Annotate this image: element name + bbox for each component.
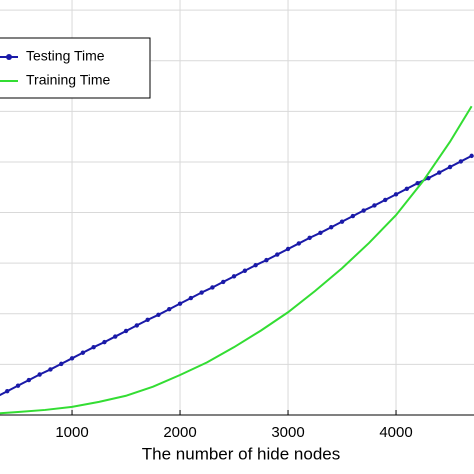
point [264, 257, 269, 263]
point [113, 334, 118, 339]
point [447, 164, 453, 170]
point [177, 301, 183, 306]
legend-label: Testing Time [26, 48, 105, 64]
point [458, 159, 464, 164]
point [37, 372, 42, 377]
x-tick-label: 2000 [163, 424, 196, 441]
point [210, 285, 215, 290]
point [307, 235, 312, 241]
point [339, 219, 345, 224]
legend-label: Training Time [26, 72, 111, 88]
point [296, 241, 302, 246]
point [372, 203, 377, 208]
point [91, 344, 96, 350]
point [361, 208, 366, 213]
point [231, 274, 237, 279]
point [69, 356, 75, 361]
plot-area [0, 105, 474, 415]
point [415, 181, 420, 186]
point [285, 246, 291, 252]
point [199, 290, 204, 295]
point [26, 377, 32, 383]
legend-box [0, 37, 151, 99]
point [383, 197, 388, 203]
point [318, 230, 323, 236]
point [5, 389, 10, 394]
point [167, 307, 172, 312]
point [80, 350, 86, 355]
series-line [0, 105, 473, 415]
point [156, 312, 161, 317]
point [329, 225, 334, 230]
point [123, 328, 129, 334]
x-tick-label: 4000 [379, 424, 412, 441]
point [188, 295, 194, 301]
point [469, 153, 474, 159]
point [404, 186, 410, 191]
point [275, 252, 280, 257]
x-tick-label: 3000 [271, 424, 304, 441]
point [145, 317, 150, 323]
legend: Testing Time Training Time [0, 37, 151, 99]
point [393, 192, 399, 197]
point [134, 323, 140, 328]
point [426, 175, 431, 181]
point [242, 268, 248, 273]
point [102, 339, 107, 345]
point [48, 367, 53, 372]
point [15, 383, 21, 388]
x-axis-label: The number of hide nodes [142, 444, 340, 463]
legend-marker [6, 54, 12, 60]
point [437, 170, 442, 175]
point [221, 279, 226, 285]
point [59, 361, 64, 367]
point [350, 213, 356, 219]
point [253, 262, 258, 268]
x-tick-label: 1000 [55, 424, 88, 441]
